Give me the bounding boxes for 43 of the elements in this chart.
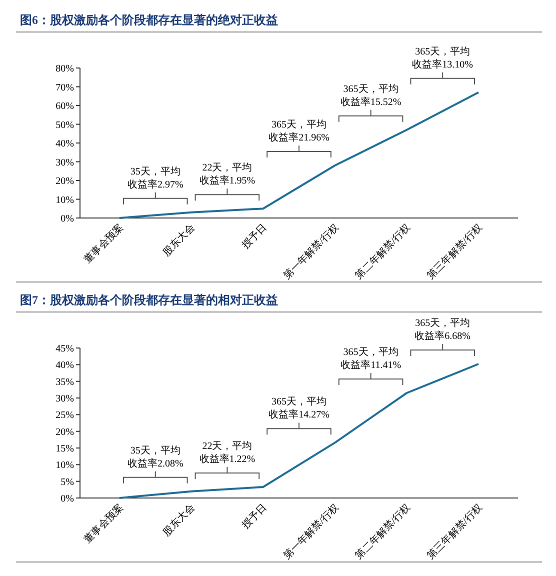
x-tick-label: 董事会预案	[82, 502, 126, 546]
y-tick-label: 20%	[56, 176, 74, 187]
y-tick-label: 10%	[56, 194, 74, 206]
x-tick-label: 股东大会	[160, 502, 198, 538]
x-tick-label: 第二年解禁/行权	[352, 502, 413, 562]
y-tick-label: 40%	[56, 360, 74, 372]
x-tick-label: 股东大会	[160, 222, 198, 258]
y-tick-label: 30%	[56, 157, 74, 168]
x-tick-label: 第二年解禁/行权	[352, 222, 413, 282]
y-tick-label: 25%	[56, 410, 74, 422]
y-tick-label: 50%	[56, 120, 74, 131]
x-tick-label: 授予日	[240, 222, 270, 252]
y-tick-label: 45%	[56, 344, 74, 354]
y-tick-label: 35%	[56, 376, 74, 388]
y-tick-label: 20%	[56, 426, 74, 438]
y-tick-label: 60%	[56, 101, 74, 112]
y-tick-label: 0%	[60, 214, 74, 224]
annotation: 365天，平均收益率15.52%	[340, 82, 402, 108]
annotation: 365天，平均收益率21.96%	[268, 118, 330, 144]
x-tick-label: 第三年解禁/行权	[424, 222, 485, 282]
x-tick-label: 第一年解禁/行权	[281, 502, 342, 562]
annotation: 365天，平均收益率11.41%	[340, 346, 402, 371]
chart-title: 图7：股权激励各个阶段都存在显著的相对正收益	[20, 293, 278, 307]
y-tick-label: 15%	[56, 444, 74, 454]
annotation: 365天，平均收益率13.10%	[412, 45, 474, 70]
annotation: 22天，平均收益率1.95%	[199, 162, 256, 187]
x-tick-label: 第三年解禁/行权	[424, 502, 485, 562]
y-tick-label: 10%	[56, 460, 74, 472]
text: 365天，平均收益率6.68%	[414, 317, 471, 342]
y-tick-label: 80%	[56, 64, 74, 74]
y-tick-label: 0%	[60, 494, 74, 504]
y-tick-label: 40%	[56, 138, 74, 150]
y-tick-label: 30%	[56, 394, 74, 404]
y-tick-label: 5%	[60, 476, 74, 488]
y-tick-label: 70%	[56, 82, 74, 94]
annotation: 22天，平均收益率1.22%	[199, 440, 256, 465]
x-tick-label: 第一年解禁/行权	[281, 222, 342, 282]
annotation: 365天，平均收益率14.27%	[268, 396, 330, 421]
x-tick-label: 董事会预案	[82, 222, 126, 266]
annotation: 35天，平均收益率2.97%	[127, 165, 184, 190]
x-tick-label: 授予日	[240, 502, 270, 532]
annotation: 35天，平均收益率2.08%	[127, 444, 184, 470]
chart-title: 图6：股权激励各个阶段都存在显著的绝对正收益	[20, 13, 278, 27]
